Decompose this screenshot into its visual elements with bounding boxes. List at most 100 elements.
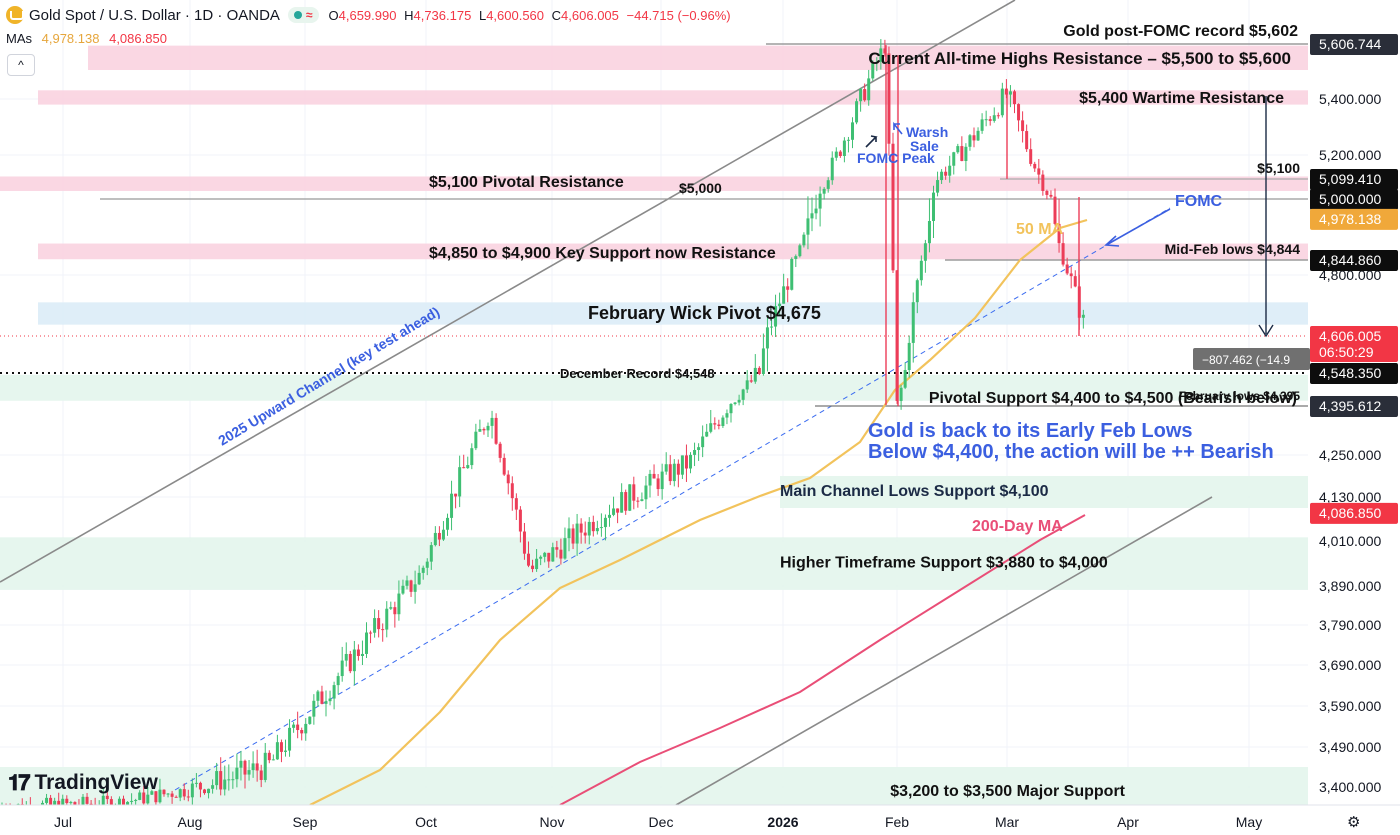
candle-body (425, 561, 429, 568)
candle-body (782, 286, 786, 304)
high-key: H (404, 7, 414, 23)
candle-body (397, 593, 401, 615)
candle-body (624, 492, 628, 511)
candle-body (830, 157, 834, 181)
collapse-legend-button[interactable]: ^ (7, 54, 35, 76)
zone-resistance-1 (38, 90, 1308, 105)
candle-body (239, 760, 243, 768)
candle-body (761, 348, 765, 374)
measure-box (1193, 348, 1310, 370)
candle-body (292, 724, 296, 728)
price-tick-1: 3,490.000 (1319, 739, 1381, 755)
candle-body (964, 146, 968, 162)
candle-body (684, 455, 688, 469)
settings-gear-icon[interactable]: ⚙ (1347, 814, 1361, 831)
price-label-bg-3 (1310, 208, 1398, 230)
candle-body (356, 649, 360, 656)
candle-body (522, 531, 526, 554)
market-status-badge[interactable]: ≈ (287, 7, 319, 23)
volatility-icon: ≈ (305, 8, 313, 22)
candle-body (729, 403, 733, 414)
candle-body (344, 653, 348, 661)
symbol-title[interactable]: Gold Spot / U.S. Dollar · 1D · OANDA (29, 6, 280, 24)
candle-body (360, 653, 364, 656)
time-tick-1: Aug (178, 814, 203, 830)
candle-body (636, 500, 640, 502)
label-post-fomc-record: Gold post-FOMC record $5,602 (1063, 23, 1298, 40)
candle-body (1057, 223, 1061, 244)
time-tick-2: Sep (293, 814, 318, 830)
candle-body (992, 115, 996, 121)
candle-body (980, 119, 984, 131)
open-value: 4,659.990 (338, 7, 397, 23)
candle-body (308, 716, 312, 724)
candle-body (753, 367, 757, 382)
headline-line-2: Below $4,400, the action will be ++ Bear… (868, 441, 1274, 463)
label-5000: $5,000 (679, 180, 722, 196)
candle-body (919, 260, 923, 281)
candle-body (660, 471, 664, 490)
label-feb-lows: February lows $4,395 (1179, 389, 1301, 403)
candle-body (802, 234, 806, 246)
time-tick-0: Jul (54, 814, 72, 830)
close-value: 4,606.005 (561, 7, 619, 23)
ma-legend-label: MAs (6, 31, 32, 46)
candle-body (765, 327, 769, 349)
candle-body (223, 779, 227, 790)
time-axis[interactable]: Jul Aug Sep Oct Nov Dec 2026 Feb Mar Apr May (0, 804, 1400, 835)
price-axis[interactable]: 3,400.000 3,490.000 3,590.000 3,690.000 3,79… (1310, 0, 1400, 805)
candle-body (984, 119, 988, 121)
candle-body (215, 771, 219, 786)
candle-body (818, 193, 822, 209)
candle-body (437, 532, 441, 540)
candle-body (923, 243, 927, 261)
label-feb-wick-pivot: February Wick Pivot $4,675 (588, 303, 821, 323)
candle-body (757, 367, 761, 374)
ma-legend[interactable]: MAs 4,978.138 4,086.850 (6, 31, 167, 46)
time-tick-3: Oct (415, 814, 437, 830)
candle-body (895, 270, 899, 401)
candle-body (348, 653, 352, 672)
candle-body (498, 443, 502, 458)
candle-body (441, 529, 445, 540)
candle-body (899, 387, 903, 401)
ma50-line (309, 218, 1088, 806)
candle-body (267, 752, 271, 761)
candle-body (1025, 131, 1029, 150)
label-sale: Sale (910, 138, 939, 154)
price-label-bg-0 (1310, 34, 1398, 55)
label-200-day-ma: 200-Day MA (972, 518, 1063, 535)
candle-body (648, 473, 652, 486)
candle-body (288, 727, 292, 751)
candle-body (247, 770, 251, 775)
time-tick-10: May (1236, 814, 1262, 830)
candle-body (527, 553, 530, 566)
candle-body (1000, 88, 1004, 116)
close-key: C (551, 7, 562, 23)
ma50-value: 4,978.138 (41, 31, 100, 46)
candle-body (126, 801, 130, 805)
candle-body (968, 135, 972, 147)
candle-body (506, 474, 510, 484)
candle-body (61, 798, 65, 805)
tradingview-logo[interactable]: 𝟏𝟕 TradingView (8, 770, 158, 796)
market-open-icon (293, 11, 302, 19)
fomc-arrow-head (1104, 235, 1120, 247)
price-tick-6: 4,010.000 (1319, 533, 1381, 549)
candle-body (1008, 91, 1012, 95)
candle-body (474, 431, 478, 449)
candle-body (1061, 243, 1065, 265)
candle-body (421, 567, 425, 573)
label-fomc-peak: FOMC Peak (857, 150, 935, 166)
price-label-6: 4,548.350 (1319, 365, 1381, 381)
moving-averages (309, 218, 1088, 806)
candle-body (891, 143, 895, 271)
candle-body (405, 580, 409, 586)
candle-body (822, 188, 826, 194)
candle-body (235, 767, 239, 780)
candle-body (616, 508, 620, 513)
zone-support-6 (780, 476, 1308, 508)
price-label-7: 4,395.612 (1319, 398, 1381, 414)
candle-body (340, 660, 344, 677)
